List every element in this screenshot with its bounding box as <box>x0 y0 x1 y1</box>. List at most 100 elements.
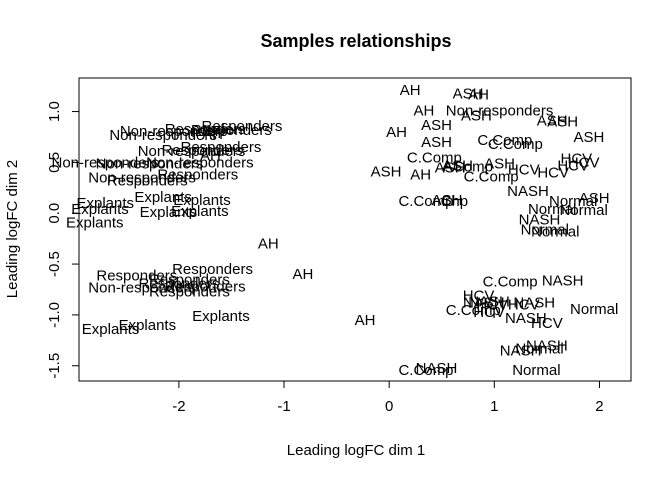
sample-point-label: Responders <box>138 275 219 292</box>
sample-point-label: Normal <box>512 362 560 379</box>
sample-point-label: Explants <box>82 321 140 338</box>
sample-point-label: AH <box>258 236 279 253</box>
y-tick-label: -1.0 <box>46 302 63 328</box>
sample-point-label: ASH <box>453 85 484 102</box>
sample-point-label: HCV <box>476 297 508 314</box>
sample-point-label: Normal <box>560 202 608 219</box>
sample-point-label: Explants <box>134 189 192 206</box>
sample-point-label: C.Comp <box>398 362 453 379</box>
sample-point-label: Responders <box>157 167 238 184</box>
sample-point-label: ASH <box>421 117 452 134</box>
sample-point-label: Non-responders <box>88 170 196 187</box>
y-tick-label: 0.5 <box>46 152 63 173</box>
sample-point-label: AH <box>355 312 376 329</box>
sample-point-label: Normal <box>570 301 618 318</box>
sample-point-label: C.Comp <box>477 132 532 149</box>
y-axis-label: Leading logFC dim 2 <box>4 160 21 298</box>
sample-point-label: HCV <box>508 297 540 314</box>
sample-point-label: Responders <box>180 139 261 156</box>
sample-point-label: C.Comp <box>407 149 462 166</box>
sample-point-label: NASH <box>519 211 561 228</box>
sample-point-label: HCV <box>463 288 495 305</box>
sample-point-label: Responders <box>165 278 246 295</box>
sample-point-label: Responders <box>96 267 177 284</box>
x-axis: -2 -1 0 1 2 <box>172 380 604 415</box>
sample-point-label: ASH <box>442 157 473 174</box>
sample-point-label: Non-responders <box>109 127 217 144</box>
sample-point-label: C.Comp <box>398 193 453 210</box>
sample-point-label: NASH <box>513 295 555 312</box>
sample-point-label: AH <box>413 103 434 120</box>
sample-point-label: Non-responders <box>446 103 554 120</box>
sample-point-label: AH <box>386 124 407 141</box>
sample-point-label: Responders <box>149 284 230 301</box>
sample-point-label: AH <box>200 147 221 164</box>
sample-point-label: Explants <box>119 317 177 334</box>
sample-point-label: Non-responders <box>146 154 254 171</box>
sample-point-label: Explants <box>77 195 135 212</box>
sample-point-label: Non-responders <box>138 143 246 160</box>
sample-point-label: ASH <box>547 114 578 131</box>
sample-point-label: Normal <box>531 224 579 241</box>
sample-point-label: NASH <box>526 337 568 354</box>
sample-point-label: ASH <box>461 108 492 125</box>
sample-point-label: Normal <box>515 340 563 357</box>
x-tick-label: 1 <box>490 398 498 415</box>
sample-point-label: C.Comp <box>488 136 543 153</box>
sample-point-label: ASH <box>435 159 466 176</box>
x-tick-label: -2 <box>172 398 185 415</box>
y-tick-label: 0.0 <box>46 203 63 224</box>
sample-point-label: Non-responders <box>96 155 204 172</box>
sample-point-label: Responders <box>107 173 188 190</box>
sample-point-label: Normal <box>528 201 576 218</box>
sample-point-label: Responders <box>165 121 246 138</box>
sample-point-label: AComp <box>443 158 493 175</box>
sample-point-label: Responders <box>202 118 283 135</box>
y-tick-label: -1.5 <box>46 353 63 379</box>
sample-point-label: HCV <box>557 157 589 174</box>
sample-point-label: AH <box>410 167 431 184</box>
sample-point-label: Chp <box>441 193 469 210</box>
sample-point-label: HCV <box>508 162 540 179</box>
sample-point-label: C.Comp <box>483 273 538 290</box>
sample-point-label: NASH <box>416 360 458 377</box>
y-tick-label: -0.5 <box>46 251 63 277</box>
sample-point-label: ASH <box>432 192 463 209</box>
x-tick-label: 2 <box>595 398 603 415</box>
sample-point-label: ASH <box>484 155 515 172</box>
sample-point-label: HCV <box>531 315 563 332</box>
x-tick-label: -1 <box>277 398 290 415</box>
sample-point-label: ASH <box>579 190 610 207</box>
y-tick-label: 1.0 <box>46 101 63 122</box>
sample-point-label: AH <box>468 86 489 103</box>
sample-point-label: ASH <box>574 129 605 146</box>
sample-point-label: Non-responders <box>120 123 228 140</box>
sample-point-label: ASH <box>371 164 402 181</box>
sample-point-label: AH <box>202 126 223 143</box>
sample-point-label: C.Comp <box>446 302 501 319</box>
sample-point-label: NASH <box>463 295 505 312</box>
sample-point-label: NASH <box>542 272 584 289</box>
sample-point-label: HCV <box>473 304 505 321</box>
sample-point-label: Explants <box>140 204 198 221</box>
sample-point-label: Non-responders <box>88 279 196 296</box>
sample-point-label: Normal <box>521 222 569 239</box>
sample-point-label: NASH <box>500 342 542 359</box>
sample-point-label: ASH <box>421 134 452 151</box>
sample-point-label: Responders <box>172 261 253 278</box>
x-axis-label: Leading logFC dim 1 <box>287 442 425 459</box>
sample-point-label: Responders <box>149 271 230 288</box>
y-axis: -1.5 -1.0 -0.5 0.0 0.5 1.0 <box>46 101 80 379</box>
sample-point-label: Explants <box>66 214 124 231</box>
sample-point-label: C.Comp <box>464 169 519 186</box>
sample-point-label: NASH <box>507 183 549 200</box>
sample-point-label: Normal <box>549 193 597 210</box>
sample-point-label: ASH <box>537 113 568 130</box>
sample-point-label: HCV <box>537 165 569 182</box>
sample-point-label: Explants <box>173 192 231 209</box>
sample-point-label: NASH <box>505 310 547 327</box>
x-tick-label: 0 <box>385 398 393 415</box>
sample-point-label: Responders <box>162 142 243 159</box>
